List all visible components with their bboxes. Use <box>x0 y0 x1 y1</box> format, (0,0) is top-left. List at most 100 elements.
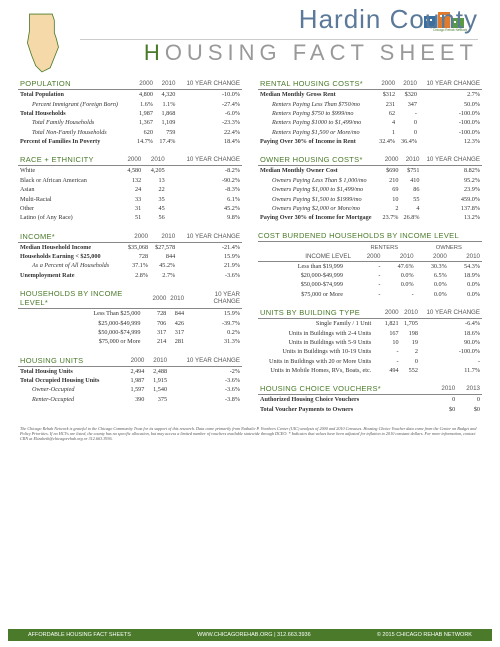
table-row: Renters Paying $1000 to $1,499/mo40-100.… <box>258 118 482 127</box>
table-row: Owners Paying $1,500 to $1999/mo1055459.… <box>258 194 482 203</box>
table-row: Total Housing Units2,4942,488-2% <box>18 366 242 376</box>
cell: Households Earning < $25,000 <box>18 252 123 261</box>
cell: 0.0% <box>449 290 482 299</box>
cell: Single Family / 1 Unit <box>258 319 381 329</box>
footer-left: AFFORDABLE HOUSING FACT SHEETS <box>28 632 131 638</box>
cell: 210 <box>379 176 400 185</box>
table-row: Total Households1,9871,868-6.0% <box>18 109 242 118</box>
cell: 30.3% <box>416 261 449 271</box>
cell: 56 <box>143 213 166 222</box>
cell: 0.0% <box>416 280 449 289</box>
cell: Units in Buildings with 2-4 Units <box>258 328 381 337</box>
cell: 9.8% <box>167 213 242 222</box>
section-title: COST BURDENED HOUSEHOLDS BY INCOME LEVEL <box>258 231 482 242</box>
county-title: Hardin County <box>80 4 478 35</box>
cell: 22.4% <box>177 128 242 137</box>
table-row: Unemployment Rate2.8%2.7%-3.6% <box>18 271 242 280</box>
cell: Authorized Housing Choice Vouchers <box>258 395 432 405</box>
cell: 24 <box>120 185 143 194</box>
cell: 95.2% <box>421 176 482 185</box>
cell: 167 <box>381 328 400 337</box>
cell: White <box>18 166 120 176</box>
cell: Units in Buildings with 5-9 Units <box>258 338 381 347</box>
cell: 1,868 <box>155 109 177 118</box>
table-row: Households Earning < $25,00072884415.9% <box>18 252 242 261</box>
cell: 620 <box>133 128 155 137</box>
cell: 18.6% <box>420 328 482 337</box>
cell: 0.0% <box>382 271 415 280</box>
table-row: Multi-Racial33356.1% <box>18 194 242 203</box>
cell: 410 <box>400 176 421 185</box>
cell: 317 <box>151 328 169 337</box>
cell: -39.7% <box>186 318 242 327</box>
table-row: Asian2422-8.3% <box>18 185 242 194</box>
cell: 2 <box>379 204 400 213</box>
cell: -23.3% <box>177 118 242 127</box>
table-row: Less Than $25,00072884415.9% <box>18 309 242 319</box>
table-row: Owners Paying Less Than $ 1,000/mo210410… <box>258 176 482 185</box>
cell: - <box>381 357 400 366</box>
cell: -10.0% <box>177 90 242 100</box>
cell: 375 <box>146 395 169 404</box>
cell: 13 <box>143 176 166 185</box>
table-row: Single Family / 1 Unit1,8211,705-6.4% <box>258 319 482 329</box>
cell: $320 <box>397 90 419 100</box>
cell: 15.9% <box>177 252 242 261</box>
cell: 2,488 <box>146 366 169 376</box>
cell: 494 <box>381 366 400 375</box>
table-row: White4,5804,205-8.2% <box>18 166 242 176</box>
table-row: Units in Buildings with 20 or More Units… <box>258 357 482 366</box>
cell: $0 <box>457 405 482 414</box>
race-section: RACE + ETHNICITY 2000 2010 10 YEAR CHANG… <box>18 154 242 222</box>
cell: 4 <box>375 118 397 127</box>
cell: 33 <box>120 194 143 203</box>
group-header: RENTERS <box>353 244 416 252</box>
cell: 0.0% <box>416 290 449 299</box>
cell: 0.0% <box>382 280 415 289</box>
cell: 844 <box>168 309 186 319</box>
section-title: HOUSING UNITS <box>18 355 124 367</box>
col-header: 2010 <box>432 383 457 395</box>
cell: Owners Paying Less Than $ 1,000/mo <box>258 176 379 185</box>
table-row: $50,000-$74,999-0.0%0.0%0.0% <box>258 280 482 289</box>
cell: 0.0% <box>449 280 482 289</box>
cell: Total Households <box>18 109 133 118</box>
table-row: Paying Over 30% of Income in Rent32.4%36… <box>258 137 482 146</box>
cell: - <box>382 290 415 299</box>
col-header: 2000 <box>120 154 143 166</box>
cell: 69 <box>379 185 400 194</box>
vouchers-section: HOUSING CHOICE VOUCHERS* 2010 2013 Autho… <box>258 383 482 414</box>
cell: 426 <box>168 318 186 327</box>
cell: As a Percent of All Households <box>18 261 123 270</box>
col-header: 2010 <box>150 231 177 243</box>
cell: Total Voucher Payments to Owners <box>258 405 432 414</box>
cell: 19 <box>401 338 420 347</box>
cell: $690 <box>379 166 400 176</box>
cell: 55 <box>400 194 421 203</box>
population-section: POPULATION 2000 2010 10 YEAR CHANGE Tota… <box>18 78 242 146</box>
section-title: INCOME* <box>18 231 123 243</box>
cell: -3.6% <box>177 271 242 280</box>
table-row: Percent of Families In Poverty14.7%17.4%… <box>18 137 242 146</box>
cell: Units in Mobile Homes, RVs, Boats, etc. <box>258 366 381 375</box>
col-header: 2010 <box>449 252 482 262</box>
table-row: Total Population4,8004,320-10.0% <box>18 90 242 100</box>
cell: 37.1% <box>123 261 150 270</box>
cell: $20,000-$49,999 <box>258 271 353 280</box>
cell: -100.0% <box>419 128 482 137</box>
cell: -100.0% <box>419 109 482 118</box>
table-row: Median Household Income$35,068$27,578-21… <box>18 242 242 252</box>
cell: 6.5% <box>416 271 449 280</box>
col-header: 2000 <box>353 252 382 262</box>
cell: 8.82% <box>421 166 482 176</box>
cell: 0 <box>397 128 419 137</box>
cell: 31.3% <box>186 337 242 346</box>
cell: 47.6% <box>382 261 415 271</box>
cell: 0 <box>457 395 482 405</box>
table-row: Percent Immigrant (Foreign Born)1.6%1.1%… <box>18 99 242 108</box>
col-header: 2000 <box>381 307 400 319</box>
cell: 728 <box>123 252 150 261</box>
cell: 13.2% <box>421 213 482 222</box>
cell: - <box>353 271 382 280</box>
table-row: Total Occupied Housing Units1,9871,915-3… <box>18 376 242 385</box>
